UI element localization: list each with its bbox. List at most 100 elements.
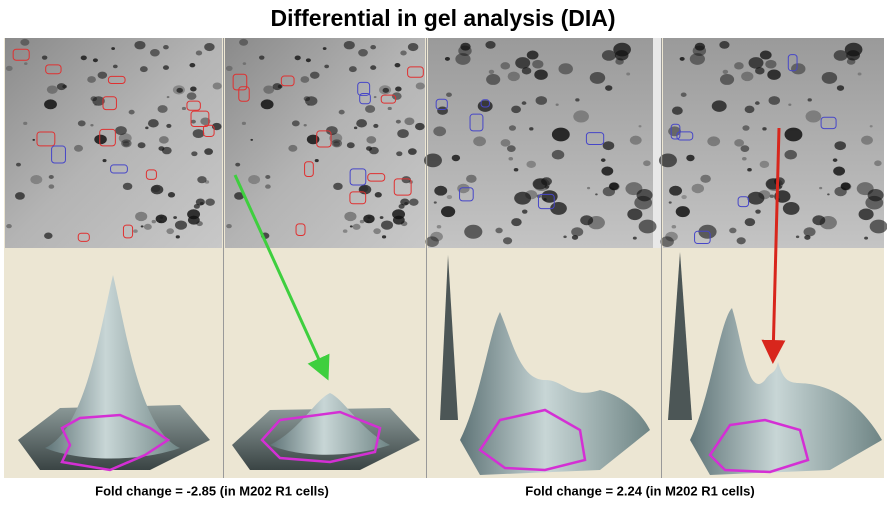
spot <box>836 85 845 91</box>
spot <box>343 40 355 50</box>
spot <box>711 100 727 112</box>
spot <box>759 160 770 168</box>
spot <box>250 138 254 141</box>
spot <box>115 126 127 136</box>
spot <box>150 184 164 195</box>
figure-title: Differential in gel analysis (DIA) <box>270 5 615 31</box>
spot <box>20 38 30 46</box>
spot <box>719 40 730 49</box>
spot <box>48 175 54 179</box>
spot <box>373 228 381 235</box>
spot <box>189 62 196 68</box>
spot <box>380 94 397 104</box>
dividers <box>223 38 662 478</box>
spot <box>272 83 282 91</box>
spot <box>694 230 711 245</box>
spot <box>686 154 695 162</box>
spot <box>488 69 495 75</box>
spot <box>480 99 491 108</box>
spot <box>373 123 379 128</box>
spot <box>638 219 657 234</box>
spot <box>186 100 201 111</box>
spot <box>90 124 94 127</box>
spot <box>601 50 616 61</box>
spot <box>446 194 453 200</box>
spot <box>226 223 232 229</box>
spot <box>167 192 176 198</box>
spot <box>833 50 848 61</box>
spot <box>469 113 484 132</box>
spot <box>5 65 13 71</box>
spot <box>322 47 327 50</box>
spot <box>181 106 187 111</box>
spot <box>819 186 823 190</box>
spot <box>369 146 379 155</box>
spot <box>12 48 30 61</box>
spot <box>391 92 402 100</box>
spot <box>755 209 761 214</box>
spot <box>161 146 172 155</box>
spot <box>669 185 683 196</box>
spot <box>373 96 377 99</box>
spot <box>90 96 97 102</box>
spot <box>719 74 735 85</box>
spot <box>638 125 642 128</box>
spot <box>526 160 536 168</box>
spot <box>795 235 800 239</box>
arrow <box>761 127 786 364</box>
spot <box>768 96 781 105</box>
spot <box>30 175 43 185</box>
spot <box>632 236 637 240</box>
spot <box>740 145 750 152</box>
spot <box>747 167 752 172</box>
spot <box>415 122 425 131</box>
spot <box>742 156 747 161</box>
spot <box>773 177 785 186</box>
spot <box>473 136 486 147</box>
spot <box>769 194 775 198</box>
spot <box>200 117 211 126</box>
spot <box>342 229 348 233</box>
spot <box>409 198 419 206</box>
caption: Fold change = 2.24 (in M202 R1 cells) <box>525 483 754 498</box>
spot <box>387 106 392 111</box>
spot <box>585 132 605 146</box>
spot <box>24 62 28 65</box>
spot <box>820 116 837 130</box>
spot <box>514 191 532 205</box>
spot <box>700 174 711 183</box>
spot <box>500 139 511 147</box>
spot <box>333 182 343 191</box>
spot <box>172 85 185 95</box>
spot <box>737 196 750 208</box>
spot <box>608 182 619 191</box>
spot <box>734 62 744 70</box>
spot <box>689 53 705 65</box>
spot <box>807 98 812 102</box>
spot <box>192 129 205 139</box>
spot <box>187 209 201 220</box>
spot <box>575 98 580 102</box>
spot <box>784 149 797 160</box>
spot <box>94 103 97 106</box>
spot <box>500 62 511 70</box>
spot <box>346 142 355 149</box>
spot <box>382 87 390 93</box>
spot <box>193 204 200 209</box>
spot <box>186 92 197 100</box>
spot <box>300 76 310 83</box>
spot <box>867 188 884 202</box>
spot <box>765 59 777 69</box>
spot <box>190 110 210 127</box>
spot <box>94 134 107 145</box>
spot <box>265 184 271 189</box>
spot <box>784 127 803 142</box>
spot <box>551 149 565 160</box>
spot <box>291 120 300 127</box>
spot <box>134 40 146 50</box>
spot <box>767 69 781 80</box>
spot <box>374 192 382 198</box>
spot <box>295 223 306 236</box>
spot <box>195 50 203 56</box>
spot <box>294 55 301 61</box>
